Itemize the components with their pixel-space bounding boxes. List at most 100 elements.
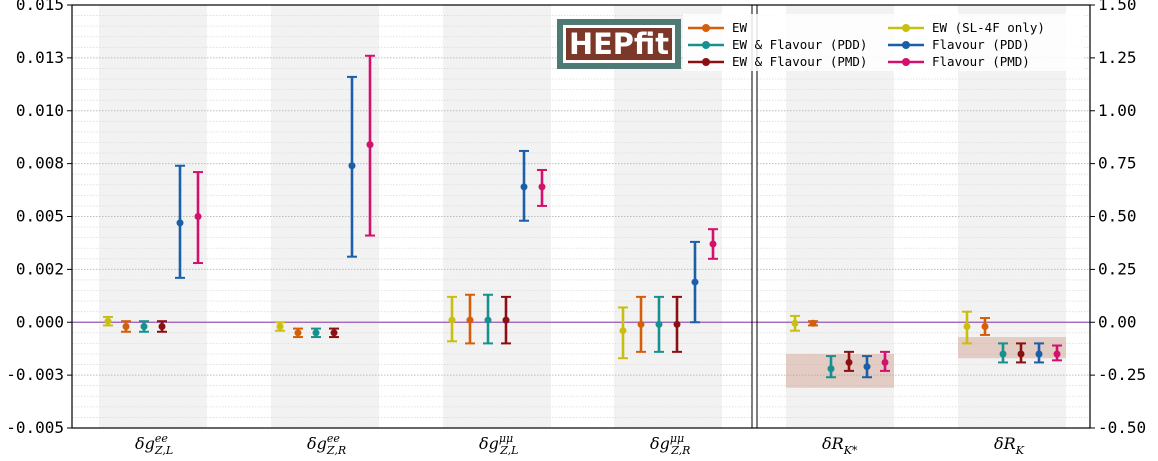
category-label-main: δg (135, 434, 155, 453)
category-label: δRK* (822, 434, 858, 457)
data-point (636, 295, 646, 353)
data-point (139, 320, 149, 333)
left-tick-label: -0.005 (6, 418, 64, 437)
hepfit-logo: HEPfit (557, 19, 681, 69)
legend-label: EW (SL-4F only) (932, 20, 1045, 35)
data-point (1034, 342, 1044, 364)
right-tick-label: 0.75 (1098, 154, 1137, 173)
right-tick-label: -0.25 (1098, 365, 1146, 384)
data-marks-layer (103, 54, 1062, 379)
category-label: δgμμ Z,L (479, 432, 518, 457)
data-point (998, 342, 1008, 364)
legend-label: Flavour (PMD) (932, 54, 1030, 69)
central-value (520, 183, 528, 191)
central-value (881, 358, 889, 366)
central-value (276, 322, 284, 330)
data-point (519, 149, 529, 222)
data-point (293, 327, 303, 339)
category-label-sub: Z,L (154, 444, 173, 457)
central-value (809, 319, 817, 327)
data-point (790, 314, 800, 332)
central-value (104, 317, 112, 325)
data-point (347, 75, 357, 258)
legend-swatch-marker (902, 41, 910, 49)
category-column-bg (443, 5, 551, 428)
left-tick-label: 0.005 (16, 207, 64, 226)
central-value (827, 365, 835, 373)
central-value (655, 320, 663, 328)
left-tick-label: -0.003 (6, 365, 64, 384)
data-point (157, 320, 167, 333)
right-tick-label: 1.25 (1098, 48, 1137, 67)
category-label-sup: ee (155, 432, 169, 445)
legend-item: Flavour (PDD) (888, 37, 1030, 52)
data-point (465, 293, 475, 345)
data-point (654, 295, 664, 353)
left-tick-label: 0.013 (16, 48, 64, 67)
central-value (484, 316, 492, 324)
central-value (1053, 350, 1061, 358)
left-tick-label: 0.010 (16, 101, 64, 120)
central-value (502, 316, 510, 324)
category-label-main: δg (479, 434, 499, 453)
central-value (348, 162, 356, 170)
legend-label: Flavour (PDD) (932, 37, 1030, 52)
legend-swatch-marker (702, 58, 710, 66)
data-point (483, 293, 493, 345)
category-labels: δgee Z,L δgee Z,R δgμμ Z,L δgμμ Z,R δRK* δRK (135, 432, 1025, 457)
central-value (709, 240, 717, 248)
left-tick-label: 0.015 (16, 0, 64, 14)
category-label-sub: Z,L (499, 444, 518, 457)
right-tick-label: 0.50 (1098, 207, 1137, 226)
central-value (1017, 350, 1025, 358)
data-point (275, 321, 285, 332)
legend-swatch-marker (902, 24, 910, 32)
right-tick-label: 0.25 (1098, 259, 1137, 278)
category-label-main: δR (822, 434, 844, 453)
legend-item: EW (SL-4F only) (888, 20, 1045, 35)
category-label-main: δg (650, 434, 670, 453)
measurement-band (958, 337, 1066, 359)
data-point (708, 228, 718, 260)
central-value (448, 316, 456, 324)
legend-item: EW (688, 20, 748, 35)
data-point (1016, 342, 1026, 364)
category-label-main: δR (994, 434, 1016, 453)
right-tick-label: 1.00 (1098, 101, 1137, 120)
data-point (844, 350, 854, 372)
data-point (980, 317, 990, 336)
central-value (981, 322, 989, 330)
central-value (122, 322, 130, 330)
central-value (963, 322, 971, 330)
central-value (366, 141, 374, 149)
data-point (826, 355, 836, 379)
category-label-sup: ee (327, 432, 341, 445)
category-label: δRK (994, 434, 1025, 457)
category-label-sub: K* (843, 444, 858, 457)
category-column-bg (614, 5, 722, 428)
central-value (673, 320, 681, 328)
data-point (365, 54, 375, 237)
left-tick-label: 0.008 (16, 154, 64, 173)
data-point (862, 355, 872, 379)
data-point (121, 320, 131, 333)
category-label: δgee Z,L (135, 432, 173, 457)
central-value (140, 322, 148, 330)
category-label-sup: μμ (499, 432, 513, 445)
category-label-sub: K (1015, 444, 1025, 457)
legend-swatch-marker (902, 58, 910, 66)
central-value (294, 329, 302, 337)
data-point (175, 164, 185, 279)
legend-swatch-marker (702, 24, 710, 32)
legend-label: EW & Flavour (PMD) (732, 54, 867, 69)
legend-item: EW & Flavour (PDD) (688, 37, 867, 52)
data-point (447, 295, 457, 343)
data-point (962, 310, 972, 345)
measurement-band (786, 353, 894, 388)
right-tick-label: 1.50 (1098, 0, 1137, 14)
data-point (808, 319, 818, 327)
data-point (618, 306, 628, 360)
central-value (312, 329, 320, 337)
right-tick-label: -0.50 (1098, 418, 1146, 437)
